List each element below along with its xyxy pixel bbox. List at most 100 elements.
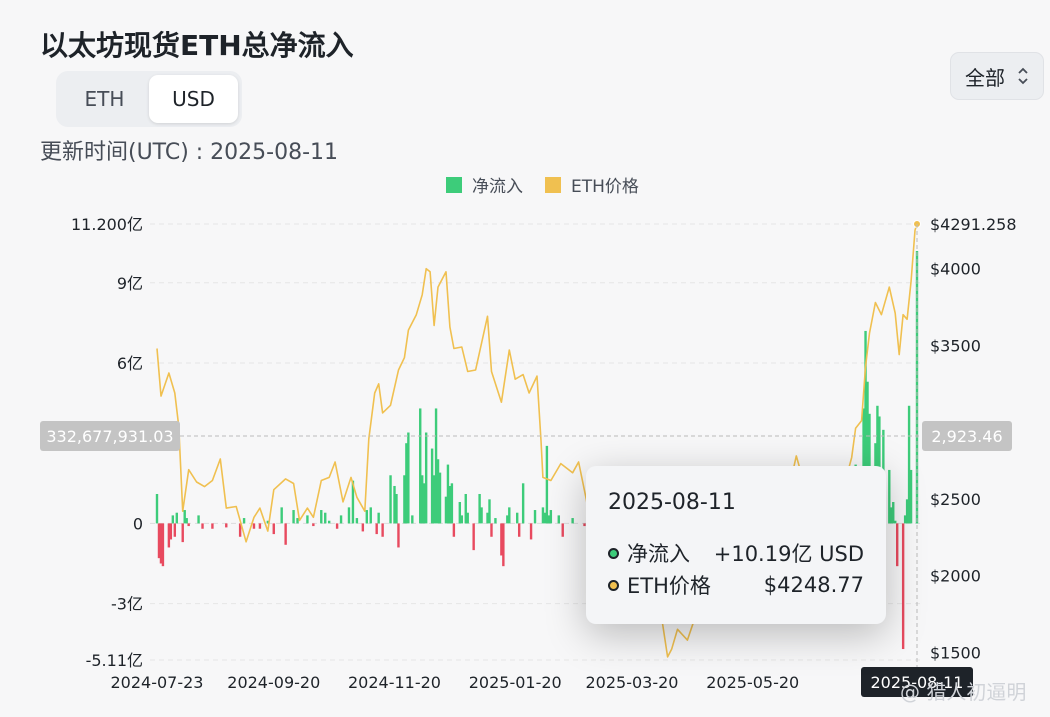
crosshair-price-label: 2,923.46 (931, 427, 1002, 446)
netflow-bar (411, 515, 414, 524)
y-left-tick-label: 6亿 (117, 354, 143, 373)
crosshair: 332,677,931.03 2,923.46 2025-08-11 (40, 224, 1012, 697)
netflow-bar (187, 523, 190, 527)
y-left-tick-label: -5.11亿 (86, 651, 143, 670)
netflow-bar (430, 448, 434, 524)
netflow-bar (355, 518, 359, 524)
netflow-bar (347, 507, 351, 524)
range-select[interactable]: 全部 (950, 52, 1044, 100)
netflow-bar (901, 523, 905, 650)
y-left-tick-label: 11.200亿 (71, 215, 143, 234)
updated-time: 更新时间(UTC) : 2025-08-11 (40, 140, 339, 165)
netflow-bar (890, 507, 893, 524)
netflow-bar (292, 510, 295, 524)
sort-arrows-icon (1018, 67, 1028, 85)
x-tick-label: 2024-07-23 (111, 673, 204, 692)
netflow-bar (252, 523, 256, 529)
netflow-bar (541, 507, 545, 524)
netflow-bar (862, 408, 865, 524)
legend-item-price[interactable]: ETH价格 (545, 172, 639, 197)
netflow-bar (448, 485, 452, 524)
netflow-bar (242, 518, 246, 524)
netflow-bar (549, 510, 553, 524)
tooltip-dot-netflow (608, 547, 619, 559)
legend-swatch-netflow (446, 176, 462, 193)
tooltip-label-price: ETH价格 (627, 574, 711, 598)
netflow-bar (335, 523, 339, 529)
netflow-bar (464, 493, 467, 524)
legend-swatch-price (545, 176, 561, 193)
netflow-bar (452, 523, 456, 537)
tooltip-value-netflow: +10.19亿 USD (713, 542, 864, 566)
netflow-bar (173, 523, 177, 537)
netflow-bar (458, 502, 462, 524)
y-left-tick-label: -3亿 (111, 595, 143, 614)
netflow-bar (395, 493, 398, 524)
netflow-bar (258, 523, 262, 529)
netflow-bar (866, 381, 869, 524)
netflow-bar (159, 523, 163, 564)
netflow-bar (381, 523, 384, 537)
netflow-bar (517, 523, 521, 537)
netflow-bar (296, 518, 299, 524)
netflow-bar (201, 523, 204, 529)
netflow-bar (894, 520, 897, 524)
netflow-bar (238, 523, 242, 537)
netflow-bar (175, 512, 178, 524)
netflow-bar (403, 475, 406, 524)
netflow-bar (460, 515, 463, 524)
netflow-bar (272, 523, 275, 535)
netflow-bar (892, 502, 895, 524)
netflow-bar (543, 512, 547, 524)
y-right-tick-label: $1500 (930, 643, 981, 662)
netflow-bar (506, 515, 509, 524)
y-left-tick-label: 9亿 (117, 274, 143, 293)
netflow-bar (306, 515, 309, 524)
netflow-bar (494, 518, 497, 524)
netflow-bar (521, 483, 525, 524)
netflow-bar (903, 515, 907, 524)
netflow-bar (547, 515, 551, 524)
crosshair-price-label-bg (922, 421, 1012, 451)
netflow-bar (480, 507, 483, 524)
netflow-bar (424, 432, 428, 524)
netflow-bar (446, 464, 450, 524)
netflow-bar (508, 507, 511, 524)
netflow-bar (225, 523, 228, 528)
legend-item-netflow[interactable]: 净流入 (446, 172, 523, 197)
x-tick-label: 2024-11-20 (348, 673, 441, 692)
tab-usd[interactable]: USD (149, 75, 238, 123)
netflow-bar (312, 523, 315, 527)
netflow-bar (266, 520, 270, 524)
netflow-bar (472, 523, 475, 551)
range-select-label: 全部 (965, 65, 1005, 90)
netflow-bar (183, 510, 186, 524)
netflow-bar (157, 523, 161, 559)
netflow-bar (324, 512, 327, 524)
unit-toggle: ETH USD (56, 71, 242, 127)
netflow-bar (197, 515, 200, 524)
y-right-tick-label: $2500 (930, 490, 981, 509)
y-right-tick-label: $2000 (930, 567, 981, 586)
netflow-bar (516, 512, 519, 524)
tooltip-dot-price (608, 579, 619, 591)
netflow-bar (389, 475, 392, 524)
x-tick-label: 2025-05-20 (706, 673, 799, 692)
netflow-bar (466, 512, 469, 524)
tooltip-value-price: $4248.77 (763, 573, 864, 597)
y-right-tick-label: $4291.258 (930, 215, 1017, 234)
netflow-bar (327, 520, 331, 524)
netflow-bar (339, 515, 343, 524)
netflow-bar (896, 523, 899, 567)
netflow-bar (478, 493, 481, 524)
netflow-bar (436, 459, 440, 524)
netflow-bar (320, 510, 323, 524)
netflow-bar (422, 483, 426, 524)
netflow-bar (211, 523, 214, 529)
netflow-bar (280, 507, 283, 524)
netflow-bar (361, 523, 365, 532)
netflow-bar (365, 510, 368, 524)
tab-eth[interactable]: ETH (84, 87, 125, 111)
chart-legend: 净流入 ETH价格 (446, 172, 639, 197)
